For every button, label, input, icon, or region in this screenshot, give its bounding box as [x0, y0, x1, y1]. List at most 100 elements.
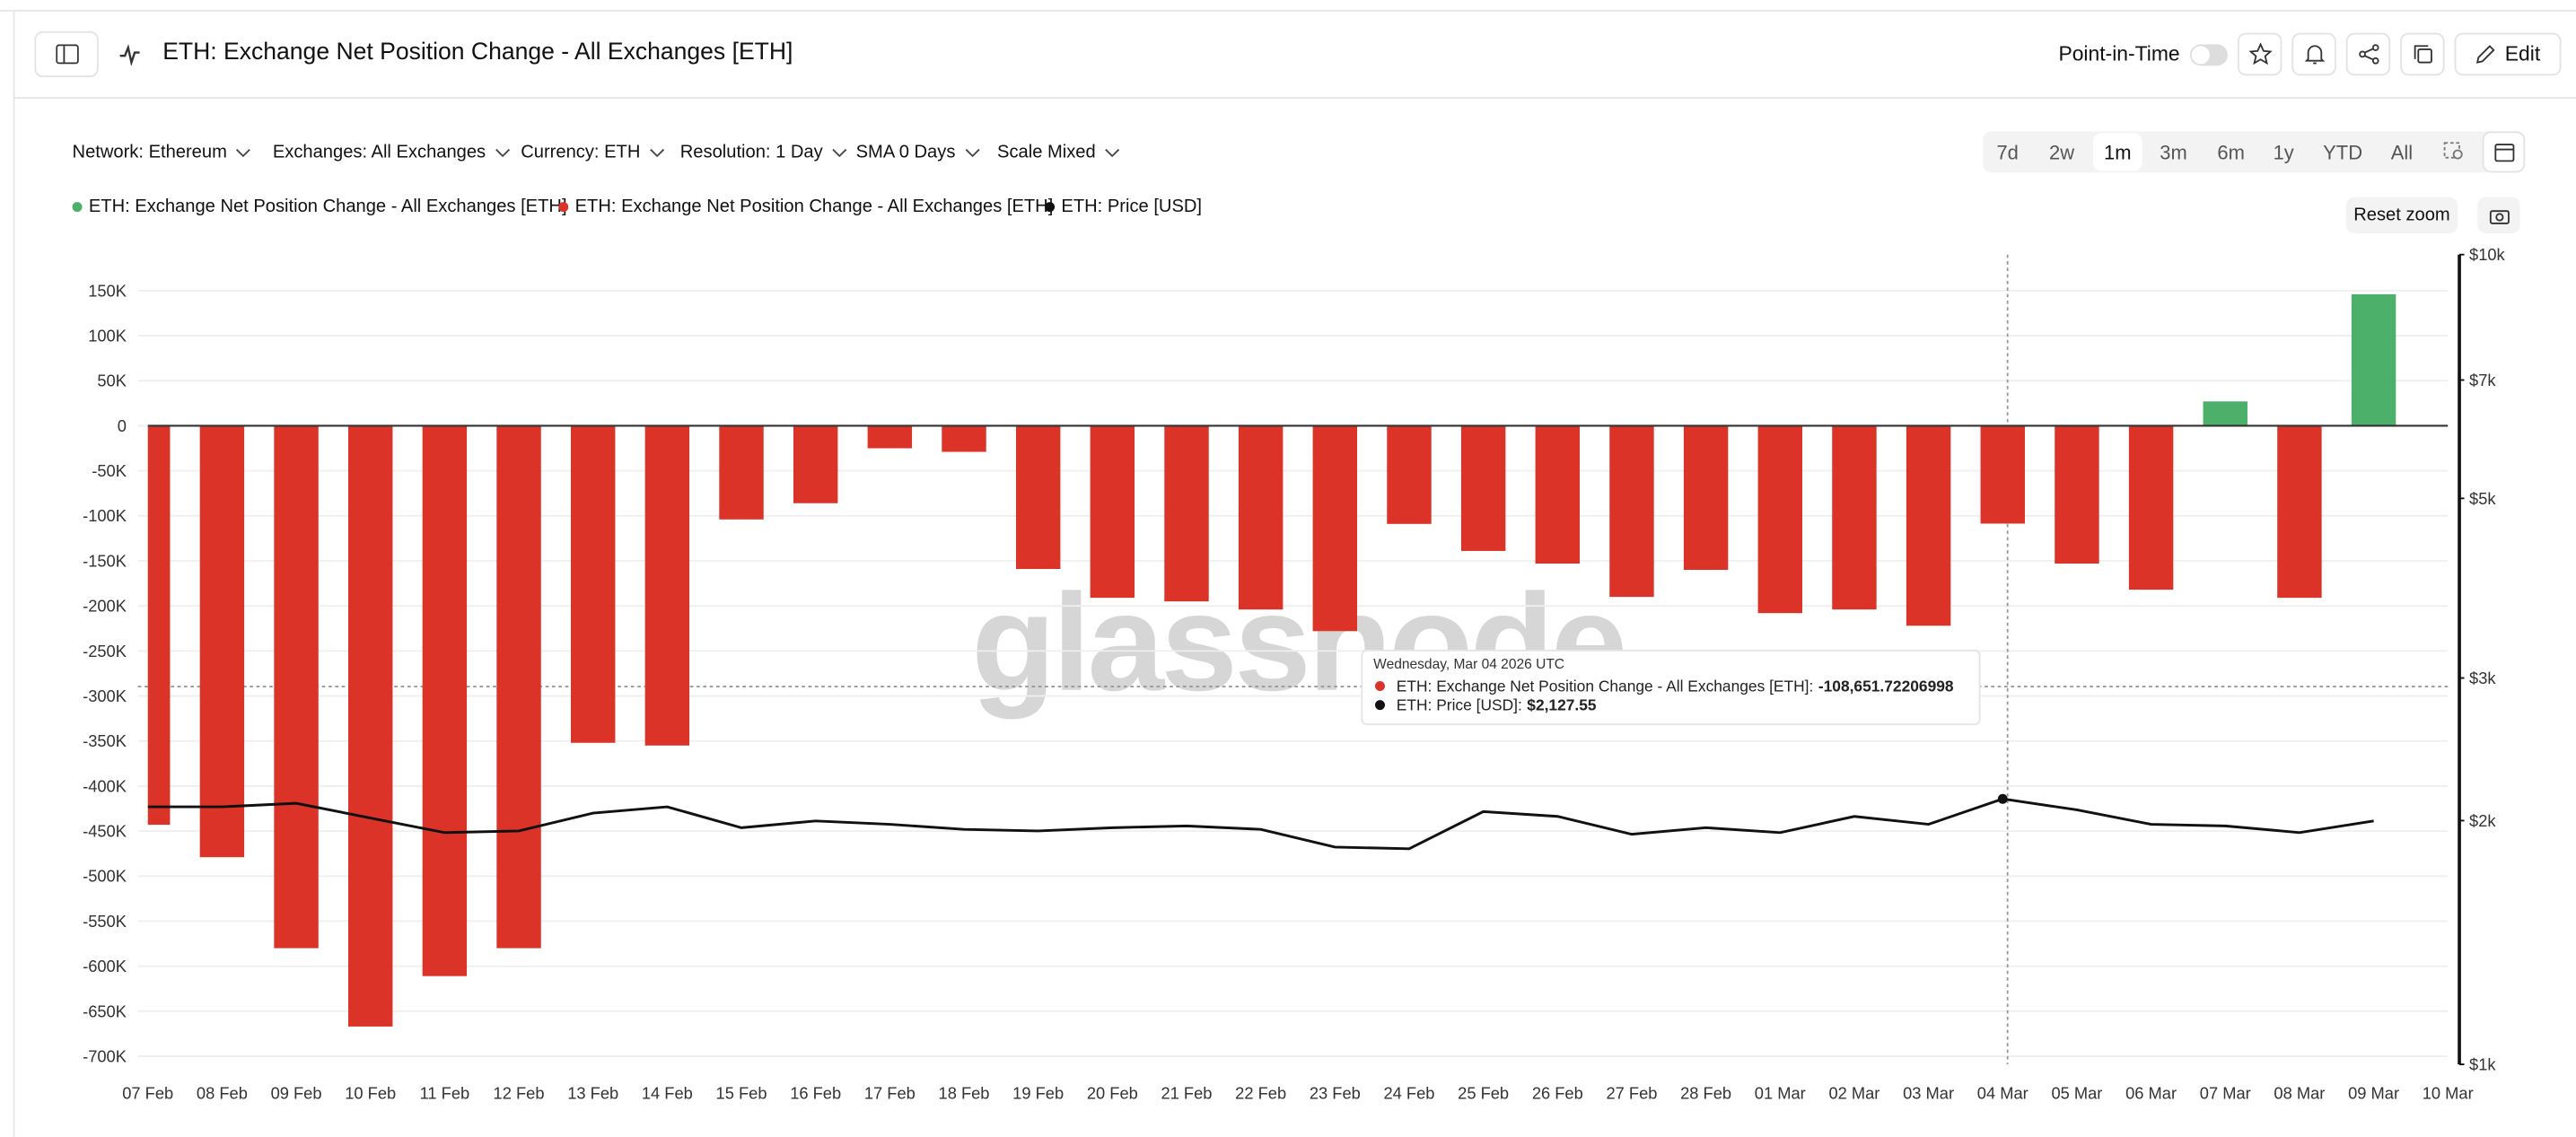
tooltip-value: -108,651.72206998 [1818, 678, 1954, 695]
range-button[interactable]: 1y [2273, 140, 2294, 164]
price-line [147, 797, 2374, 851]
x-tick-label: 28 Feb [1680, 1084, 1731, 1103]
point-in-time-label: Point-in-Time [2058, 42, 2180, 66]
y-tick-label: -200K [83, 597, 127, 616]
x-tick-label: 07 Feb [122, 1084, 173, 1103]
y2-tick-label: $1k [2469, 1054, 2496, 1073]
y-tick-label: -650K [83, 1001, 127, 1020]
icon-button[interactable] [2345, 32, 2391, 76]
legend-label: ETH: Exchange Net Position Change - All … [574, 197, 1054, 217]
x-tick-label: 21 Feb [1161, 1084, 1213, 1103]
x-tick-label: 12 Feb [494, 1084, 545, 1103]
calendar-button[interactable] [2482, 131, 2526, 173]
x-tick-label: 11 Feb [420, 1084, 470, 1103]
filter-dropdown[interactable]: Resolution: 1 Day [680, 143, 847, 162]
range-button[interactable]: YTD [2323, 140, 2363, 164]
filter-dropdown[interactable]: SMA 0 Days [856, 143, 980, 162]
icon-button[interactable] [2400, 32, 2445, 76]
y-tick-label: -600K [83, 957, 127, 975]
chevron [236, 148, 251, 158]
x-tick-label: 06 Mar [2125, 1084, 2177, 1103]
bar [793, 425, 838, 503]
filter-label: Scale Mixed [997, 143, 1096, 163]
header-divider [13, 96, 2576, 99]
camera-button[interactable] [2477, 197, 2520, 233]
legend-item[interactable]: ETH: Price [USD] [1045, 197, 1202, 217]
x-tick-label: 04 Mar [1977, 1084, 2028, 1103]
edit-button[interactable]: Edit [2454, 32, 2562, 76]
filter-dropdown[interactable]: Network: Ethereum [73, 143, 252, 162]
icon-button[interactable] [2291, 32, 2336, 76]
x-tick-label: 27 Feb [1606, 1084, 1657, 1103]
toggle-knob [2191, 46, 2210, 65]
x-tick-label: 01 Mar [1755, 1084, 1806, 1103]
y-tick-label: -550K [83, 912, 127, 931]
bar [719, 425, 764, 520]
chevron [1105, 148, 1119, 158]
bar [1757, 425, 1802, 614]
filter-dropdown[interactable]: Exchanges: All Exchanges [273, 143, 511, 162]
y-tick-label: -100K [83, 506, 127, 525]
y-tick-label: 50K [97, 372, 127, 390]
range-button[interactable]: 7d [1996, 140, 2019, 164]
bar [2351, 293, 2396, 426]
x-tick-label: 16 Feb [790, 1084, 841, 1103]
y-tick-label: -250K [83, 642, 127, 660]
pulse-icon [118, 43, 142, 74]
bar [2277, 425, 2322, 599]
filter-dropdown[interactable]: Scale Mixed [997, 143, 1120, 162]
tooltip-label: ETH: Exchange Net Position Change - All … [1397, 678, 1814, 695]
filter-label: Resolution: 1 Day [679, 143, 823, 163]
icon [2413, 45, 2431, 64]
legend-swatch [1045, 202, 1056, 213]
bar [2128, 425, 2174, 590]
range-button[interactable]: 1m [2092, 133, 2142, 171]
x-tick-label: 15 Feb [716, 1084, 767, 1103]
range-button[interactable]: 3m [2160, 140, 2187, 164]
x-tick-label: 10 Mar [2423, 1084, 2474, 1103]
x-tick-label: 09 Mar [2348, 1084, 2399, 1103]
filter-label: SMA 0 Days [855, 143, 956, 163]
page-title: ETH: Exchange Net Position Change - All … [162, 39, 793, 66]
bar [570, 425, 616, 743]
bar [1164, 425, 1209, 602]
x-tick-label: 26 Feb [1532, 1084, 1583, 1103]
x-tick-label: 07 Mar [2200, 1084, 2251, 1103]
y-tick-label: -500K [83, 867, 127, 886]
x-tick-label: 14 Feb [642, 1084, 693, 1103]
edit-label: Edit [2504, 42, 2541, 66]
x-tick-label: 10 Feb [345, 1084, 396, 1103]
legend-item[interactable]: ETH: Exchange Net Position Change - All … [558, 197, 1053, 217]
x-tick-label: 13 Feb [567, 1084, 618, 1103]
y-tick-label: -300K [83, 687, 127, 705]
sidebar-toggle[interactable] [34, 31, 99, 78]
bar [1980, 425, 2025, 524]
icon [2493, 144, 2514, 162]
zoom-icon[interactable] [2443, 141, 2466, 171]
chevron [649, 148, 664, 158]
y-tick-label: -400K [83, 776, 127, 795]
icon [2475, 45, 2495, 64]
range-group [1983, 131, 2526, 173]
bar [1906, 425, 1951, 626]
x-tick-label: 19 Feb [1012, 1084, 1064, 1103]
y-tick-label: -350K [83, 731, 127, 750]
bar [644, 425, 690, 746]
card [13, 11, 2576, 1137]
bar [1387, 425, 1432, 524]
legend-item[interactable]: ETH: Exchange Net Position Change - All … [72, 197, 567, 217]
range-button[interactable]: 6m [2217, 140, 2245, 164]
y-tick-label: -450K [83, 822, 127, 841]
toggle[interactable] [2189, 44, 2228, 66]
filter-dropdown[interactable]: Currency: ETH [521, 143, 665, 162]
range-button[interactable]: All [2390, 140, 2414, 164]
icon-button[interactable] [2237, 32, 2282, 76]
top-border [0, 9, 2576, 12]
bar [2203, 401, 2247, 426]
filter-label: Network: Ethereum [72, 143, 227, 163]
range-button[interactable]: 2w [2049, 140, 2075, 164]
reset-zoom[interactable]: Reset zoom [2345, 197, 2458, 233]
y2-tick-label: $10k [2469, 245, 2506, 264]
tooltip: Wednesday, Mar 04 2026 UTC ETH: Exchange … [1361, 649, 1981, 726]
